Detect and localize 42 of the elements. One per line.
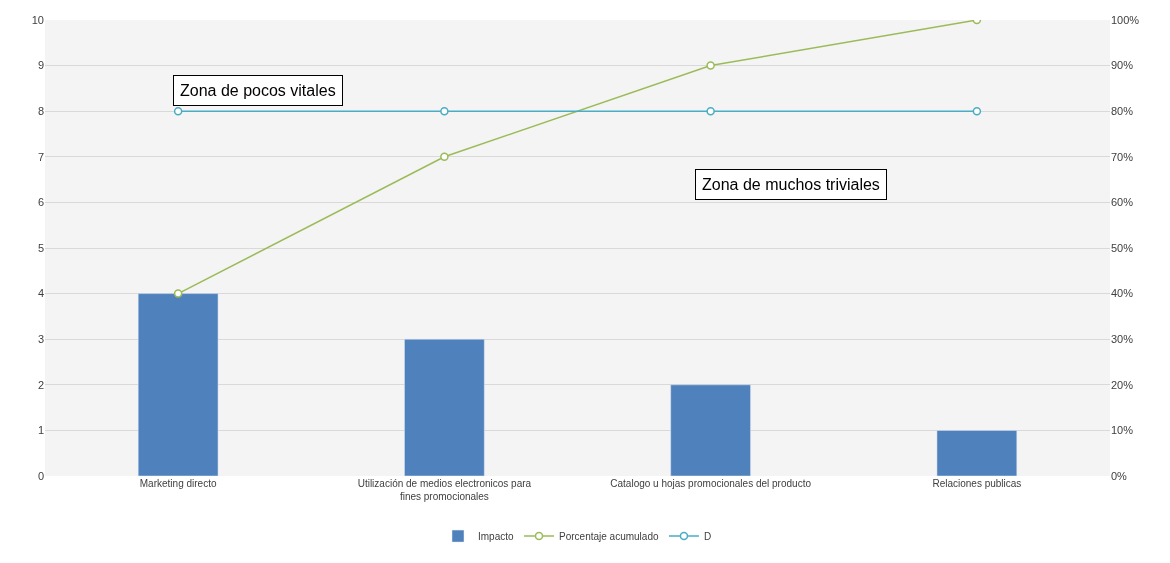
y-tick-label: 8: [37, 105, 44, 118]
legend-label: Porcentaje acumulado: [559, 531, 659, 542]
y2-tick-label: 80%: [1111, 105, 1134, 118]
y-tick-label: 2: [37, 378, 44, 391]
y2-tick-label: 30%: [1111, 333, 1134, 346]
bar: [670, 384, 751, 476]
bar: [936, 430, 1018, 476]
x-tick-label: Utilización de medios electronicos para fines promocionales: [357, 478, 532, 502]
point: [440, 152, 449, 162]
y2-tick-label: 50%: [1111, 241, 1134, 254]
y-tick-label: 5: [37, 241, 44, 254]
point: [173, 106, 183, 116]
y-tick-label: 9: [37, 59, 44, 72]
annotation: Zona de pocos vitales: [180, 82, 336, 99]
x-tick-label: Marketing directo: [139, 478, 217, 489]
y2-tick-label: 40%: [1111, 287, 1134, 300]
point: [972, 106, 982, 116]
y2-tick-label: 100%: [1111, 13, 1140, 26]
bar: [137, 293, 219, 476]
point: [173, 289, 183, 298]
y2-tick-label: 90%: [1111, 59, 1134, 72]
y2-tick-label: 10%: [1111, 424, 1134, 437]
y-tick-label: 10: [31, 13, 44, 26]
y2-tick-label: 60%: [1111, 196, 1134, 209]
point: [440, 106, 449, 116]
y2-tick-label: 0%: [1111, 469, 1128, 482]
legend-label: Impacto: [478, 531, 515, 542]
y2-tick-label: 20%: [1111, 378, 1134, 391]
y2-tick-label: 70%: [1111, 150, 1134, 163]
y-tick-label: 0: [37, 469, 44, 482]
y-tick-label: 4: [37, 287, 44, 300]
point: [706, 106, 715, 116]
bar: [404, 338, 485, 476]
y-tick-label: 3: [37, 333, 44, 346]
x-tick-label: Relaciones publicas: [932, 478, 1022, 489]
y-tick-label: 1: [37, 424, 44, 437]
x-tick-label: Catalogo u hojas promocionales del producto: [610, 478, 812, 489]
legend-label: D: [703, 531, 712, 542]
annotation: Zona de muchos triviales: [702, 176, 880, 193]
y-tick-label: 6: [37, 196, 44, 209]
y-tick-label: 7: [37, 150, 44, 163]
point: [706, 61, 715, 70]
